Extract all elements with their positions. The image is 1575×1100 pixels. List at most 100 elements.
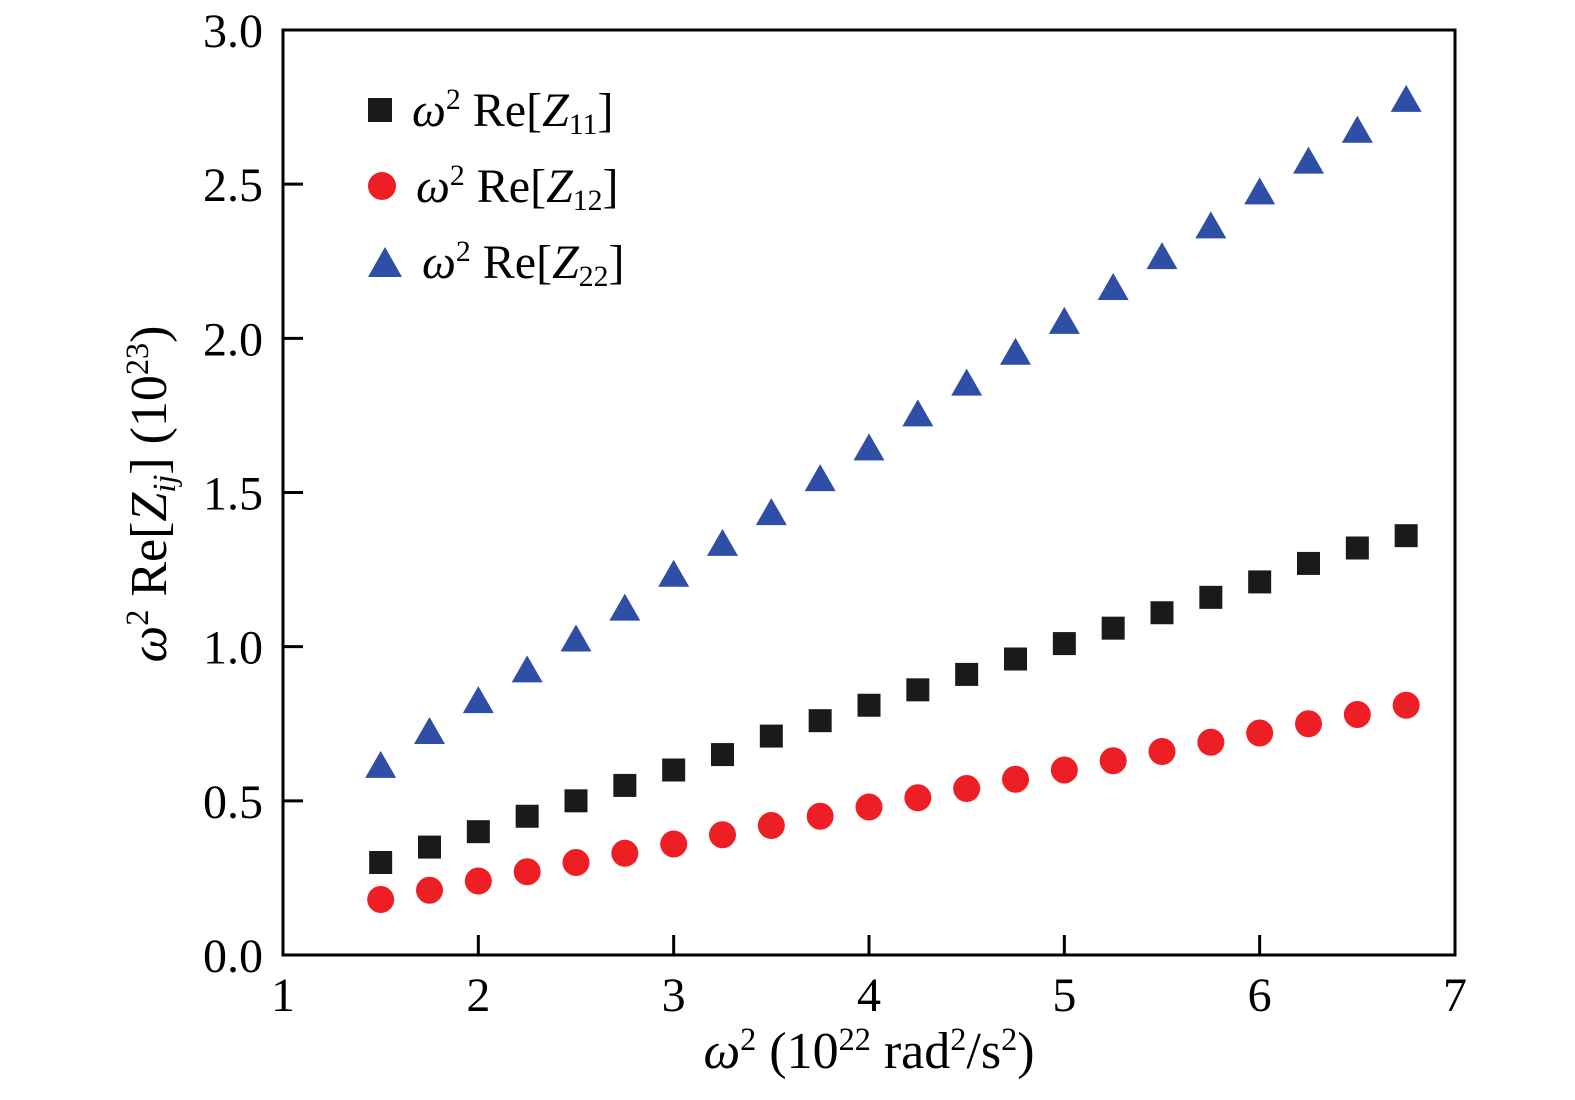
legend-label: ω2 Re[Z11] <box>412 83 614 141</box>
data-point-square <box>564 789 588 813</box>
data-point-triangle <box>1195 211 1227 239</box>
data-point-circle <box>709 821 736 849</box>
data-point-triangle <box>414 717 445 744</box>
data-point-square <box>369 851 393 874</box>
label-fragment: ] <box>597 83 614 137</box>
data-point-triangle <box>511 655 543 683</box>
data-point-circle <box>1148 738 1176 765</box>
data-point-triangle <box>902 399 934 427</box>
data-point-triangle <box>1244 177 1276 205</box>
data-point-square <box>955 662 979 686</box>
data-point-circle <box>367 886 395 913</box>
data-point-triangle <box>951 368 983 396</box>
data-point-triangle <box>1097 273 1129 300</box>
label-fragment: 22 <box>838 1021 871 1058</box>
label-fragment: ω <box>412 83 446 137</box>
data-point-triangle <box>1146 242 1178 270</box>
data-point-triangle <box>1390 84 1422 112</box>
label-fragment: ] <box>602 159 619 213</box>
data-point-square <box>857 693 881 717</box>
circle-marker-icon <box>368 172 396 200</box>
x-tick-label: 5 <box>1052 969 1076 1022</box>
data-point-square <box>711 743 734 767</box>
y-tick-label: 3.0 <box>203 5 263 58</box>
x-tick-label: 7 <box>1443 969 1467 1022</box>
x-axis-label: ω2 (1022 rad2/s2) <box>283 1021 1455 1081</box>
data-point-circle <box>416 876 443 904</box>
data-point-square <box>662 758 686 782</box>
label-fragment: Z <box>542 83 569 137</box>
label-fragment: Re[ <box>470 235 553 289</box>
label-fragment: 2 <box>449 159 465 193</box>
data-point-square <box>1345 536 1369 560</box>
label-fragment: Z <box>546 159 573 213</box>
data-point-square <box>466 820 490 844</box>
triangle-marker-icon <box>368 247 402 277</box>
label-fragment: (10 <box>756 1023 839 1080</box>
data-point-triangle <box>1293 146 1324 174</box>
data-point-square <box>1297 551 1320 575</box>
data-point-circle <box>1392 691 1420 719</box>
label-fragment: ω <box>416 159 450 213</box>
label-fragment: rad <box>870 1023 951 1080</box>
data-point-circle <box>1343 701 1371 728</box>
data-point-circle <box>1099 747 1127 775</box>
data-point-triangle <box>755 498 787 526</box>
label-fragment: 22 <box>578 259 609 293</box>
y-tick-label: 1.5 <box>203 468 263 521</box>
y-tick-label: 1.0 <box>203 622 263 675</box>
data-point-circle <box>1002 765 1029 793</box>
data-point-square <box>1150 601 1174 625</box>
data-point-circle <box>513 858 541 886</box>
label-fragment: ) <box>121 325 178 343</box>
legend-label: ω2 Re[Z12] <box>416 159 619 217</box>
legend-item: ω2 Re[Z22] <box>368 224 625 300</box>
data-point-triangle <box>1000 337 1031 365</box>
data-point-circle <box>953 775 981 802</box>
data-point-triangle <box>1341 115 1373 143</box>
y-axis-label: ω2 Re[Zij] (1023) <box>119 184 184 804</box>
data-point-triangle <box>365 750 397 778</box>
data-point-square <box>759 724 783 748</box>
label-fragment: Re[ <box>460 83 543 137</box>
data-point-triangle <box>462 686 494 714</box>
square-marker-icon <box>368 98 392 122</box>
y-tick-label: 2.5 <box>203 159 263 212</box>
label-fragment: 2 <box>119 609 156 626</box>
y-tick-label: 0.5 <box>203 776 263 829</box>
data-point-circle <box>855 793 883 821</box>
data-point-circle <box>464 867 492 895</box>
legend-item: ω2 Re[Z12] <box>368 148 625 224</box>
data-point-square <box>1199 585 1223 609</box>
data-point-triangle <box>560 624 592 652</box>
label-fragment: ] (10 <box>121 375 178 475</box>
x-tick-label: 4 <box>857 969 881 1022</box>
label-fragment: Z <box>552 235 579 289</box>
y-tick-label: 2.0 <box>203 313 263 366</box>
data-point-square <box>1052 632 1076 656</box>
data-point-square <box>613 773 637 797</box>
label-fragment: Z <box>121 492 178 522</box>
data-point-triangle <box>658 559 690 587</box>
label-fragment: ω <box>422 235 456 289</box>
label-fragment: 2 <box>1001 1021 1018 1058</box>
x-tick-label: 1 <box>271 969 295 1022</box>
data-point-square <box>1248 570 1272 594</box>
data-point-triangle <box>853 433 885 461</box>
label-fragment: 2 <box>455 235 471 269</box>
label-fragment: ω <box>703 1023 741 1080</box>
data-point-circle <box>660 830 688 858</box>
legend: ω2 Re[Z11] ω2 Re[Z12] ω2 Re[Z22] <box>368 72 625 300</box>
label-fragment: 23 <box>119 342 156 376</box>
legend-item: ω2 Re[Z11] <box>368 72 625 148</box>
data-point-circle <box>1050 756 1078 784</box>
data-point-circle <box>562 849 590 876</box>
data-point-square <box>1394 524 1418 548</box>
x-tick-label: 6 <box>1248 969 1272 1022</box>
label-fragment: 2 <box>445 83 461 117</box>
label-fragment: Re[ <box>464 159 547 213</box>
data-point-square <box>906 678 930 702</box>
data-point-square <box>1004 647 1027 671</box>
